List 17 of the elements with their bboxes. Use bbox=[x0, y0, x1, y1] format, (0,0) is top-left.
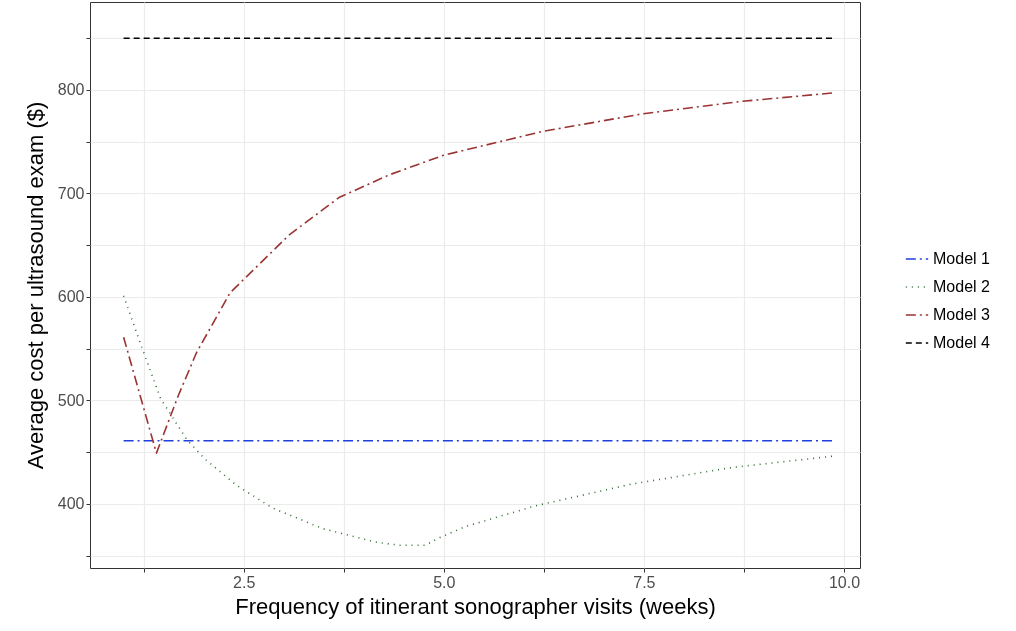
legend-label: Model 2 bbox=[933, 278, 991, 295]
legend-label: Model 4 bbox=[933, 334, 991, 351]
legend-label: Model 1 bbox=[933, 250, 991, 267]
x-tick-label: 2.5 bbox=[233, 573, 256, 591]
y-tick-label: 700 bbox=[57, 184, 85, 202]
y-tick-label: 400 bbox=[57, 495, 85, 513]
y-axis-title: Average cost per ultrasound exam ($) bbox=[22, 101, 48, 470]
x-tick-label: 10.0 bbox=[828, 573, 861, 591]
x-tick-label: 5.0 bbox=[433, 573, 456, 591]
line-series bbox=[122, 92, 833, 454]
y-tick-label: 800 bbox=[57, 81, 85, 99]
line-series bbox=[122, 295, 833, 547]
legend-label: Model 3 bbox=[933, 306, 991, 323]
y-tick-label: 600 bbox=[57, 288, 85, 306]
y-tick-label: 500 bbox=[57, 391, 85, 409]
x-axis-title: Frequency of itinerant sonographer visits (weeks) bbox=[235, 593, 716, 619]
x-tick-label: 7.5 bbox=[633, 573, 656, 591]
